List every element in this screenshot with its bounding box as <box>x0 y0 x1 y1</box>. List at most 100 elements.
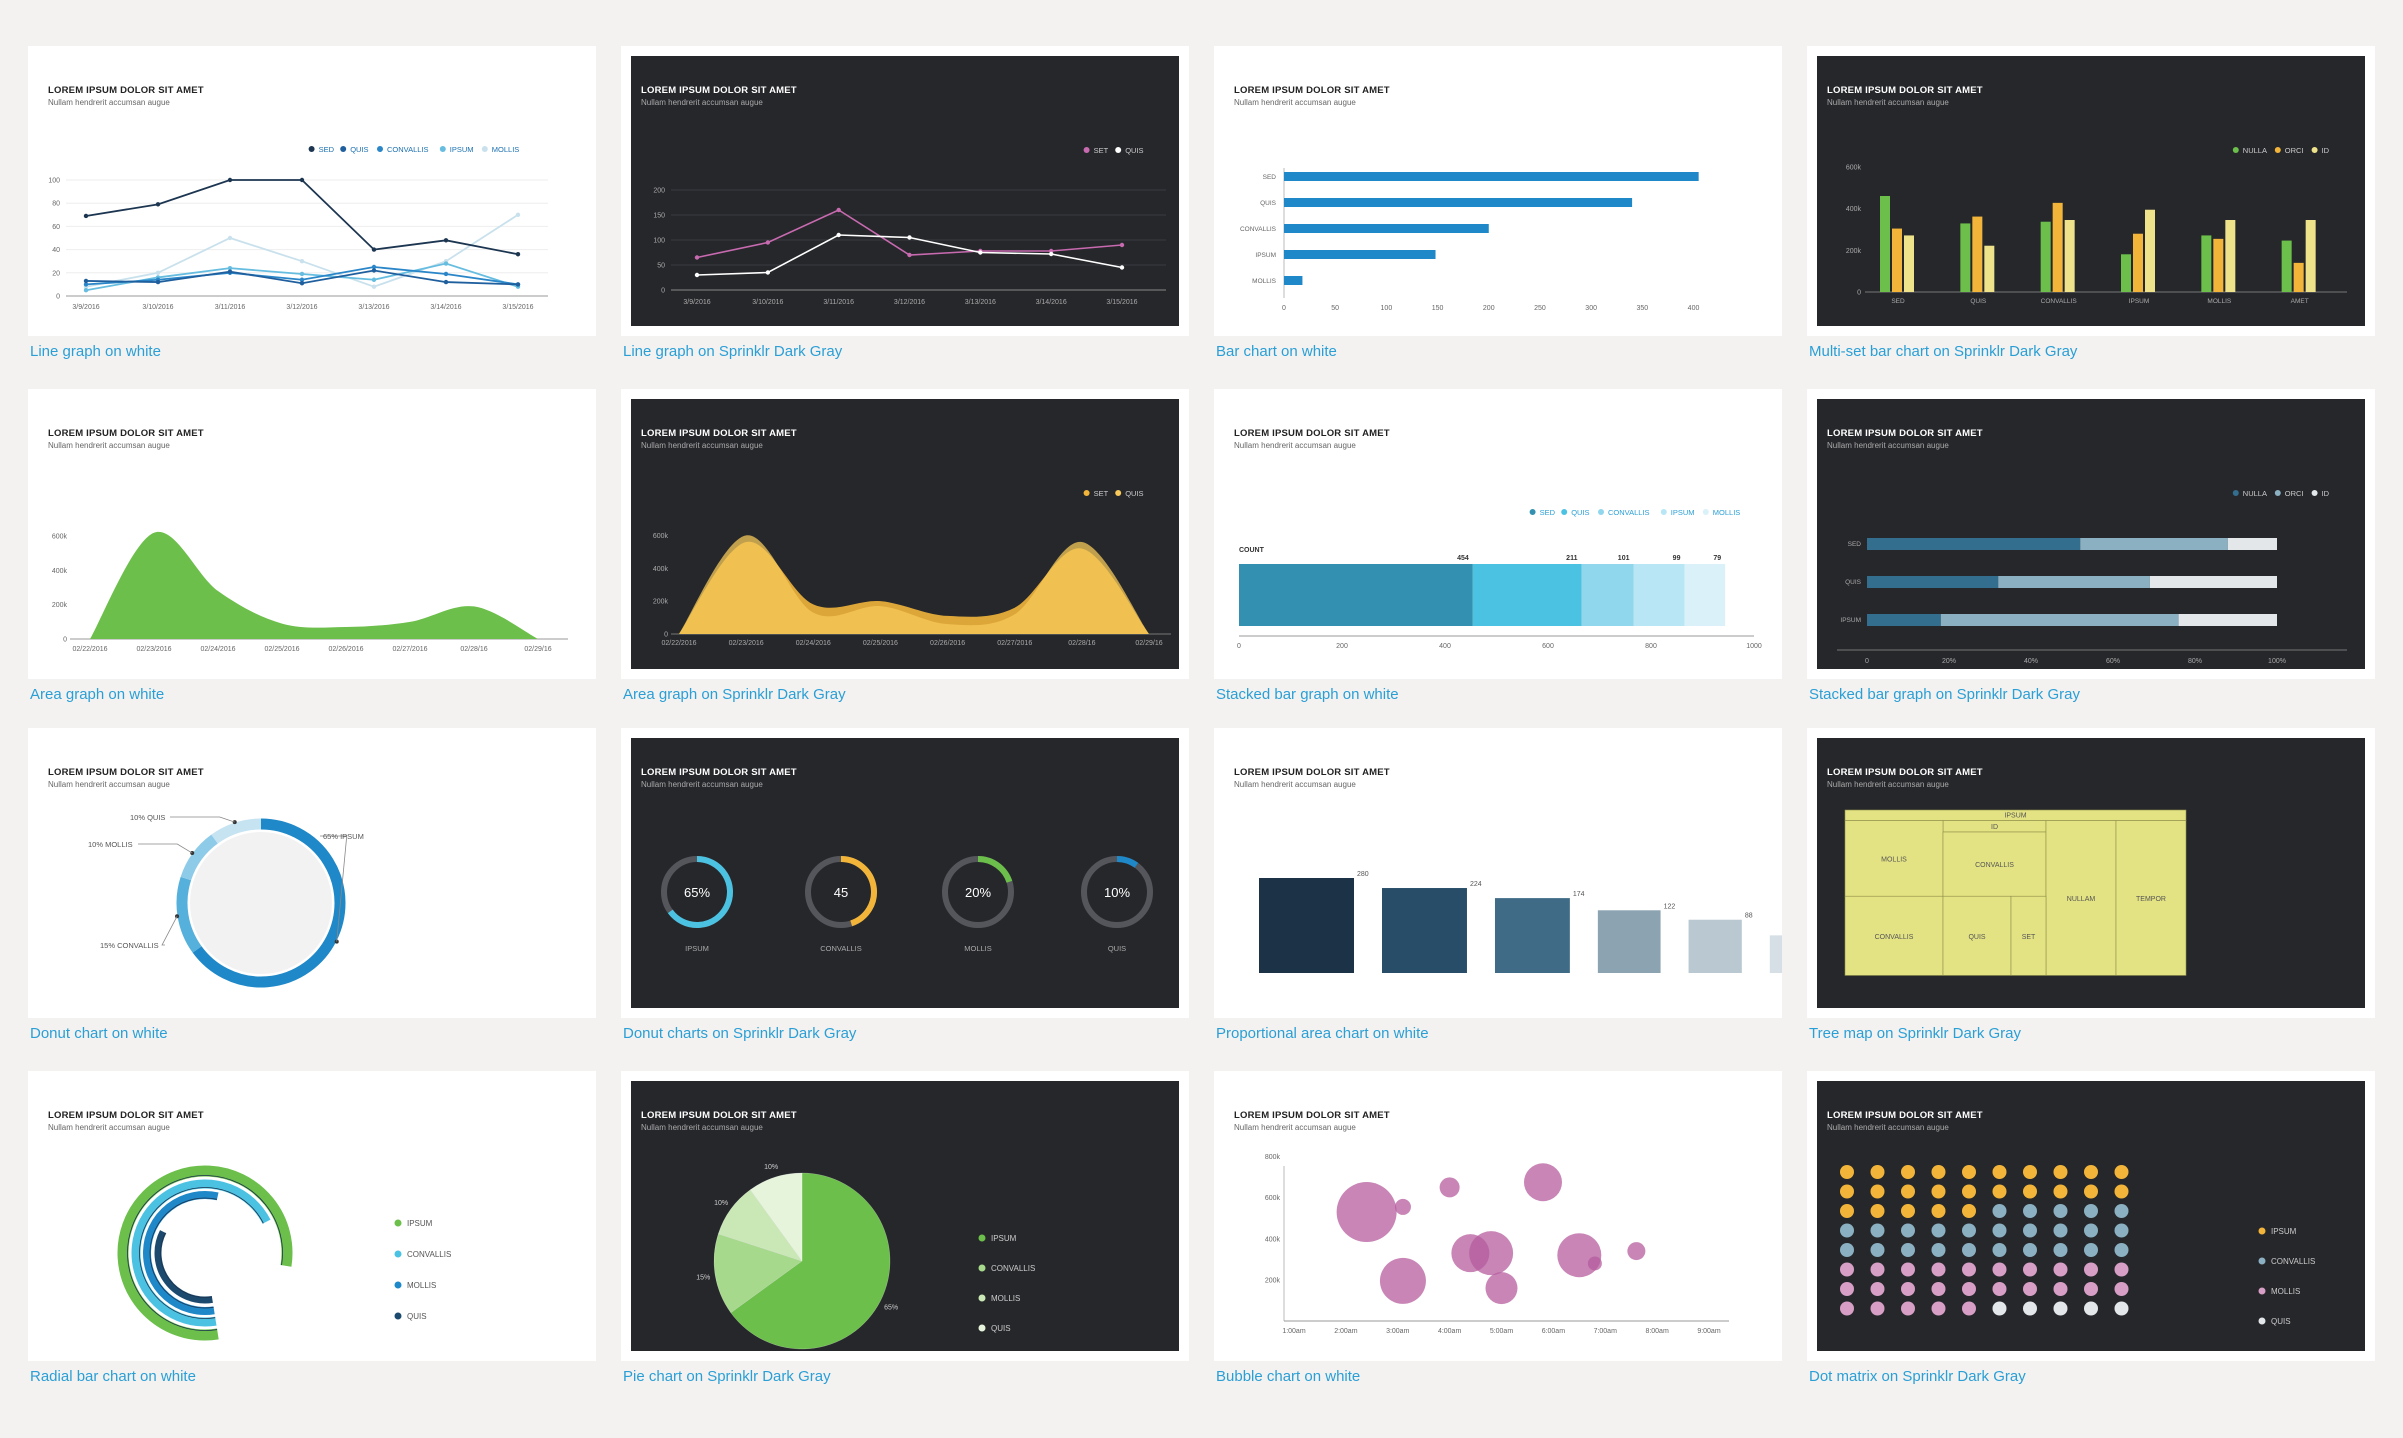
chart-card: LOREM IPSUM DOLOR SIT AMET Nullam hendrer… <box>28 389 596 679</box>
chart-title: LOREM IPSUM DOLOR SIT AMET <box>1827 1110 1983 1121</box>
chart-caption[interactable]: Line graph on white <box>30 343 161 360</box>
bubble <box>1379 1257 1426 1304</box>
chart-caption[interactable]: Donut charts on Sprinklr Dark Gray <box>623 1025 857 1042</box>
slice-label: 15% CONVALLIS <box>100 941 159 950</box>
chart-card: LOREM IPSUM DOLOR SIT AMET Nullam hendrer… <box>1214 46 1782 336</box>
y-tick-label: 600k <box>653 533 669 540</box>
chart-card: LOREM IPSUM DOLOR SIT AMET Nullam hendrer… <box>28 1071 596 1361</box>
chart-caption[interactable]: Stacked bar graph on Sprinklr Dark Gray <box>1809 686 2080 703</box>
chart-caption[interactable]: Stacked bar graph on white <box>1216 686 1399 703</box>
chart-subtitle: Nullam hendrerit accumsan augue <box>48 98 170 107</box>
chart-caption[interactable]: Proportional area chart on white <box>1216 1025 1429 1042</box>
x-tick-label: 60% <box>2106 658 2120 665</box>
legend-dot <box>1561 509 1568 515</box>
treemap-label: SET <box>2022 934 2036 941</box>
bubble <box>1557 1233 1602 1278</box>
matrix-dot <box>1931 1165 1946 1179</box>
x-tick-label: 02/28/16 <box>460 646 487 653</box>
x-tick-label: 3/15/2016 <box>1106 299 1137 306</box>
x-tick-label: 300 <box>1585 305 1597 312</box>
treemap-label: ID <box>1991 824 1998 831</box>
y-tick-label: 800k <box>1265 1154 1281 1161</box>
bar <box>2121 254 2131 292</box>
data-point <box>299 277 305 282</box>
matrix-dot <box>1931 1262 1946 1277</box>
data-point <box>907 252 912 258</box>
treemap-cell <box>1942 831 2047 897</box>
x-tick-label: 3/14/2016 <box>1036 299 1067 306</box>
slice-label: 65% <box>884 1304 898 1311</box>
legend-dot <box>978 1234 986 1242</box>
y-tick-label: 0 <box>56 294 60 301</box>
chart-card: LOREM IPSUM DOLOR SIT AMET Nullam hendrer… <box>1214 389 1782 679</box>
chart-caption[interactable]: Donut chart on white <box>30 1025 168 1042</box>
matrix-dot <box>1840 1223 1854 1238</box>
chart-caption[interactable]: Radial bar chart on white <box>30 1368 196 1385</box>
chart-title: LOREM IPSUM DOLOR SIT AMET <box>641 428 797 439</box>
x-tick-label: 100% <box>2268 658 2286 665</box>
label-leader <box>320 835 348 942</box>
chart-card: LOREM IPSUM DOLOR SIT AMET Nullam hendrer… <box>1807 728 2375 1018</box>
matrix-dot <box>2114 1243 2129 1257</box>
matrix-dot <box>1931 1204 1946 1218</box>
category-label: QUIS <box>1845 579 1862 586</box>
matrix-dot <box>1962 1282 1976 1296</box>
chart-caption[interactable]: Bubble chart on white <box>1216 1368 1361 1385</box>
data-point <box>1119 265 1125 270</box>
chart-title: LOREM IPSUM DOLOR SIT AMET <box>48 85 204 96</box>
legend-dot <box>978 1264 986 1272</box>
legend-dot <box>377 146 383 152</box>
matrix-dot <box>2053 1165 2068 1179</box>
stacked-segment <box>1998 576 2150 588</box>
chart-title: LOREM IPSUM DOLOR SIT AMET <box>641 767 797 778</box>
chart-svg: MOLLIS IPSUM CONVALLIS QUIS SED COUNT 454 211 10… <box>1237 508 1762 650</box>
chart-svg: 200k 400k 600k 800k 1:00am 2:00am 3:00am 4:00am… <box>1265 1154 1729 1335</box>
chart-caption[interactable]: Dot matrix on Sprinklr Dark Gray <box>1809 1368 2026 1385</box>
chart-card: LOREM IPSUM DOLOR SIT AMET Nullam hendrer… <box>621 1071 1189 1361</box>
matrix-dot <box>1992 1243 2007 1257</box>
category-label: SED <box>1848 541 1862 548</box>
radial-bar <box>131 1179 271 1327</box>
y-tick-label: 400k <box>1265 1236 1281 1243</box>
treemap-label: IPSUM <box>2004 813 2026 820</box>
proportional-square <box>1259 878 1354 973</box>
x-tick-label: 3/12/2016 <box>286 304 317 311</box>
chart-subtitle: Nullam hendrerit accumsan augue <box>48 780 170 789</box>
chart-svg: 2802241741228844 <box>1259 871 1782 973</box>
donut-value <box>667 856 733 928</box>
bar <box>2052 202 2063 292</box>
chart-caption[interactable]: Line graph on Sprinklr Dark Gray <box>623 343 843 360</box>
chart-title: LOREM IPSUM DOLOR SIT AMET <box>1234 428 1390 439</box>
proportional-square <box>1382 888 1467 973</box>
chart-caption[interactable]: Multi-set bar chart on Sprinklr Dark Gra… <box>1809 343 2078 360</box>
donut-center-text: 45 <box>834 885 848 900</box>
legend-dot <box>2232 147 2239 153</box>
matrix-dot <box>1840 1165 1854 1179</box>
x-tick-label: 100 <box>1381 305 1393 312</box>
data-point <box>371 277 377 282</box>
y-tick-label: 200k <box>1265 1277 1281 1284</box>
treemap-cell <box>1844 895 1944 976</box>
bar <box>2064 220 2075 292</box>
matrix-dot <box>2084 1165 2098 1179</box>
matrix-dot <box>1901 1282 1915 1296</box>
chart-caption[interactable]: Tree map on Sprinklr Dark Gray <box>1809 1025 2022 1042</box>
legend-label: ORCI <box>2285 489 2304 498</box>
category-label: QUIS <box>1260 200 1277 207</box>
chart-caption[interactable]: Pie chart on Sprinklr Dark Gray <box>623 1368 831 1385</box>
data-point <box>155 202 161 207</box>
chart-caption[interactable]: Bar chart on white <box>1216 343 1337 360</box>
x-tick-label: 02/24/2016 <box>796 640 831 647</box>
chart-svg: QUIS SET 0 50 100 150 200 3/9/2016 3/10/2016 3/11… <box>653 146 1166 306</box>
bubble <box>1439 1177 1460 1198</box>
pie-slice <box>713 1233 803 1314</box>
matrix-dot <box>1901 1165 1915 1179</box>
chart-title: LOREM IPSUM DOLOR SIT AMET <box>1827 85 1983 96</box>
stacked-segment <box>1581 564 1634 626</box>
data-point <box>371 264 377 270</box>
y-tick-label: 0 <box>661 288 665 295</box>
radial-bar-edge <box>160 1232 213 1298</box>
chart-caption[interactable]: Area graph on white <box>30 686 165 703</box>
data-point <box>299 271 305 277</box>
chart-caption[interactable]: Area graph on Sprinklr Dark Gray <box>623 686 846 703</box>
